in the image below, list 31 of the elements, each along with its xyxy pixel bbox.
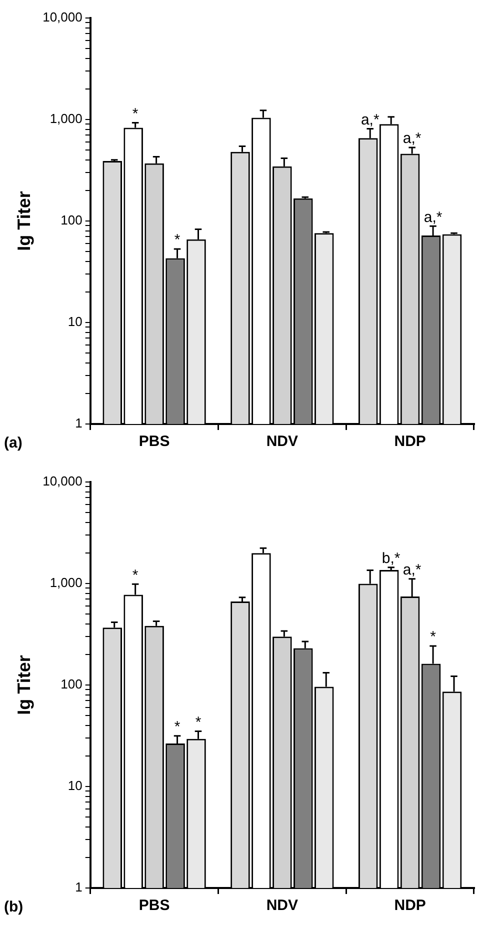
x-tick-label: NDV bbox=[266, 433, 298, 450]
data-label: * bbox=[195, 714, 202, 731]
x-tick-label: NDP bbox=[394, 897, 426, 914]
y-tick-label: 10 bbox=[68, 778, 82, 794]
text: (b) bbox=[4, 898, 24, 916]
y-tick-label: 10,000 bbox=[42, 10, 82, 25]
y-axis-title: Ig Titer bbox=[14, 655, 34, 715]
data-label: * bbox=[174, 718, 180, 736]
y-tick-label: 10 bbox=[68, 314, 82, 330]
y-tick-label: 1 bbox=[75, 880, 82, 895]
x-tick-label: NDP bbox=[394, 433, 426, 450]
y-tick-label: 1,000 bbox=[50, 575, 82, 590]
data-label: * bbox=[132, 105, 138, 122]
data-label: a,* bbox=[402, 130, 422, 148]
x-tick-label: PBS bbox=[138, 433, 170, 450]
data-label: * bbox=[132, 566, 138, 584]
y-axis-title: Ig Titer bbox=[14, 191, 34, 251]
text: (a) bbox=[4, 434, 22, 452]
y-tick-label: 1 bbox=[75, 416, 82, 431]
x-tick-label: PBS bbox=[138, 897, 170, 914]
y-tick-label: 100 bbox=[60, 676, 82, 692]
y-tick-label: 10,000 bbox=[42, 474, 82, 489]
data-label: * bbox=[174, 232, 180, 249]
y-tick-label: 100 bbox=[60, 212, 82, 228]
data-label: b,* bbox=[382, 550, 400, 568]
data-label: * bbox=[430, 628, 436, 646]
data-label: a,* bbox=[402, 562, 422, 579]
data-label: a,* bbox=[360, 111, 380, 128]
x-tick-label: NDV bbox=[266, 897, 298, 914]
data-label: a,* bbox=[424, 208, 442, 226]
y-tick-label: 1,000 bbox=[50, 111, 82, 126]
